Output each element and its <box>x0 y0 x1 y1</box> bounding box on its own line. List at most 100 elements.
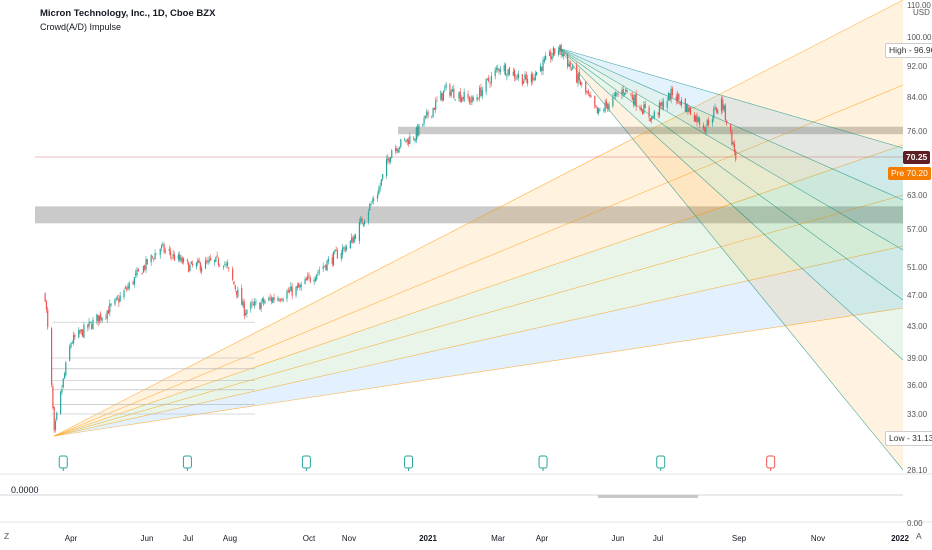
candle-body <box>195 262 198 267</box>
last-price-tag: 70.25 <box>903 151 931 164</box>
candle-body <box>345 246 348 250</box>
candle-body <box>304 278 306 284</box>
auto-scale-icon[interactable]: A <box>916 531 922 541</box>
candle-body <box>523 81 525 84</box>
candle-body <box>135 273 137 276</box>
indicator-label[interactable]: Crowd(A/D) Impulse <box>40 22 122 32</box>
candle-body <box>596 107 598 114</box>
candle-body <box>270 297 273 302</box>
candle-body <box>217 258 220 266</box>
candle-body <box>454 98 456 100</box>
candle-body <box>323 265 326 267</box>
candle-body <box>413 137 415 140</box>
candle-body <box>126 288 128 290</box>
candle-body <box>559 45 561 52</box>
candle-body <box>182 258 185 262</box>
gann-fan-ray <box>558 47 904 251</box>
candle-body <box>460 97 463 103</box>
candle-body <box>100 313 102 320</box>
candle-body <box>307 276 309 280</box>
candle-body <box>288 290 291 292</box>
earnings-icon <box>58 455 68 469</box>
candle-body <box>60 391 62 414</box>
candle-body <box>404 139 406 141</box>
candle-body <box>599 109 601 111</box>
candle-body <box>481 89 483 97</box>
candle-body <box>128 282 130 289</box>
candle-body <box>508 67 511 75</box>
candle-body <box>497 68 499 70</box>
candle-body <box>471 96 473 103</box>
candle-body <box>334 250 336 252</box>
candle-body <box>159 249 161 256</box>
candle-body <box>376 195 379 199</box>
candle-body <box>101 317 103 321</box>
time-tick-label: Nov <box>342 534 356 543</box>
candle-body <box>613 94 615 96</box>
candle-body <box>63 373 66 379</box>
candle-body <box>87 324 89 328</box>
candle-body <box>146 259 148 265</box>
candle-body <box>141 272 143 275</box>
candle-body <box>206 260 208 262</box>
candle-body <box>488 77 490 82</box>
candle-body <box>498 68 500 72</box>
oscillator-value: 0.0000 <box>11 485 39 495</box>
candle-body <box>358 221 361 241</box>
candle-body <box>287 290 289 293</box>
candle-body <box>373 198 375 201</box>
candle-body <box>563 53 565 57</box>
candle-body <box>415 128 417 141</box>
candle-body <box>651 116 653 120</box>
candle-body <box>635 93 637 107</box>
candle-body <box>643 104 645 114</box>
candle-body <box>47 309 49 328</box>
candle-body <box>711 119 714 124</box>
candle-body <box>150 254 152 263</box>
candle-body <box>309 277 311 282</box>
pre-value: 70.20 <box>906 168 928 178</box>
candle-body <box>462 97 464 100</box>
candle-body <box>371 200 373 202</box>
candle-body <box>88 321 90 327</box>
candle-body <box>686 103 688 113</box>
candle-body <box>550 51 552 60</box>
candle-body <box>398 147 401 149</box>
candle-body <box>396 148 398 152</box>
candle-body <box>467 93 469 98</box>
candle-body <box>431 115 433 117</box>
price-tick-label: 63.00 <box>907 191 928 200</box>
candle-body <box>290 285 292 292</box>
candle-body <box>391 150 393 159</box>
zoom-icon[interactable]: Z <box>4 531 10 541</box>
candle-body <box>353 235 355 243</box>
candle-body <box>729 123 732 132</box>
candle-body <box>542 60 544 71</box>
candle-body <box>560 44 562 55</box>
earnings-marker <box>538 455 548 471</box>
candle-body <box>172 253 174 257</box>
candle-body <box>552 47 554 56</box>
candle-body <box>660 102 662 106</box>
candle-body <box>91 323 93 329</box>
candle-body <box>554 48 556 54</box>
candle-body <box>671 88 673 96</box>
candle-body <box>72 335 75 343</box>
candle-body <box>463 92 465 102</box>
candle-body <box>696 114 698 123</box>
candle-body <box>136 270 138 276</box>
earnings-icon <box>538 455 548 469</box>
candle-body <box>490 75 492 83</box>
candle-body <box>291 286 293 296</box>
time-axis: Apr Jun Jul Aug Oct Nov 2021 Mar Apr Jun Jul Sep Nov… <box>65 534 910 543</box>
candle-body <box>521 74 523 85</box>
candle-body <box>199 262 201 271</box>
candle-body <box>114 299 116 305</box>
candle-body <box>568 64 570 67</box>
candle-body <box>281 299 283 300</box>
candle-body <box>145 258 147 270</box>
candle-body <box>449 84 451 96</box>
candle-body <box>450 91 452 96</box>
candle-body <box>539 66 542 72</box>
